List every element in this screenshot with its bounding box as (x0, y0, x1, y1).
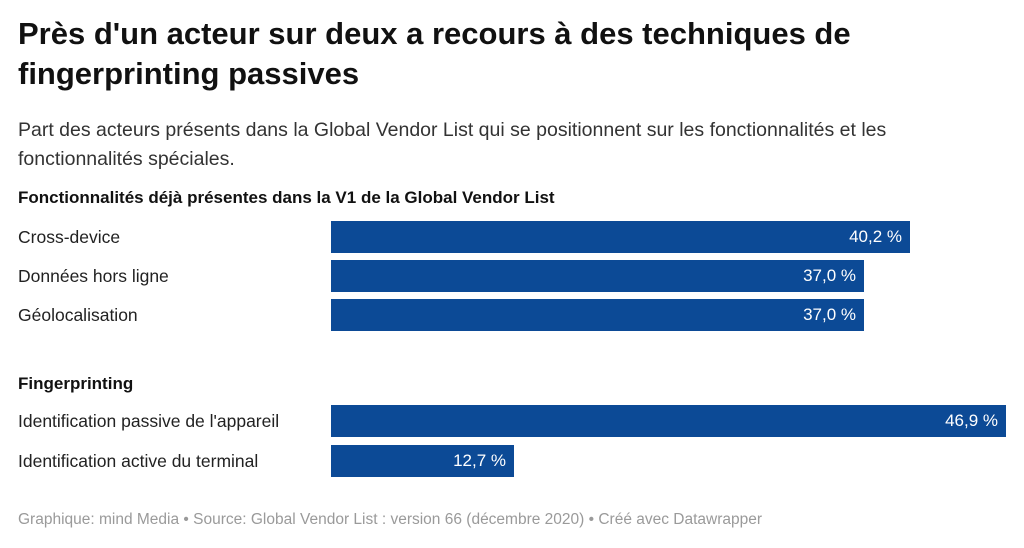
category-label: Cross-device (18, 227, 121, 247)
bar: 46,9 % (331, 405, 1006, 437)
bar: 37,0 % (331, 299, 864, 331)
bar-value-label: 37,0 % (803, 305, 856, 324)
bar-value-label: 37,0 % (803, 266, 856, 285)
bar-value-label: 46,9 % (945, 411, 998, 430)
category-label: Données hors ligne (18, 266, 169, 286)
bar-value-label: 40,2 % (849, 227, 902, 246)
bar: 12,7 % (331, 445, 514, 477)
group-label-v1: Fonctionnalités déjà présentes dans la V… (18, 188, 555, 207)
category-label: Identification active du terminal (18, 451, 259, 471)
group-label-fingerprinting: Fingerprinting (18, 374, 134, 393)
bar-value-label: 12,7 % (453, 451, 506, 470)
chart-footer: Graphique: mind Media • Source: Global V… (18, 511, 763, 528)
chart-subtitle: Part des acteurs présents dans la Global… (18, 119, 887, 170)
chart-title: Près d'un acteur sur deux a recours à de… (18, 16, 851, 91)
bar: 37,0 % (331, 260, 864, 292)
bar: 40,2 % (331, 221, 910, 253)
category-label: Identification passive de l'appareil (18, 411, 280, 431)
category-label: Géolocalisation (18, 305, 138, 325)
